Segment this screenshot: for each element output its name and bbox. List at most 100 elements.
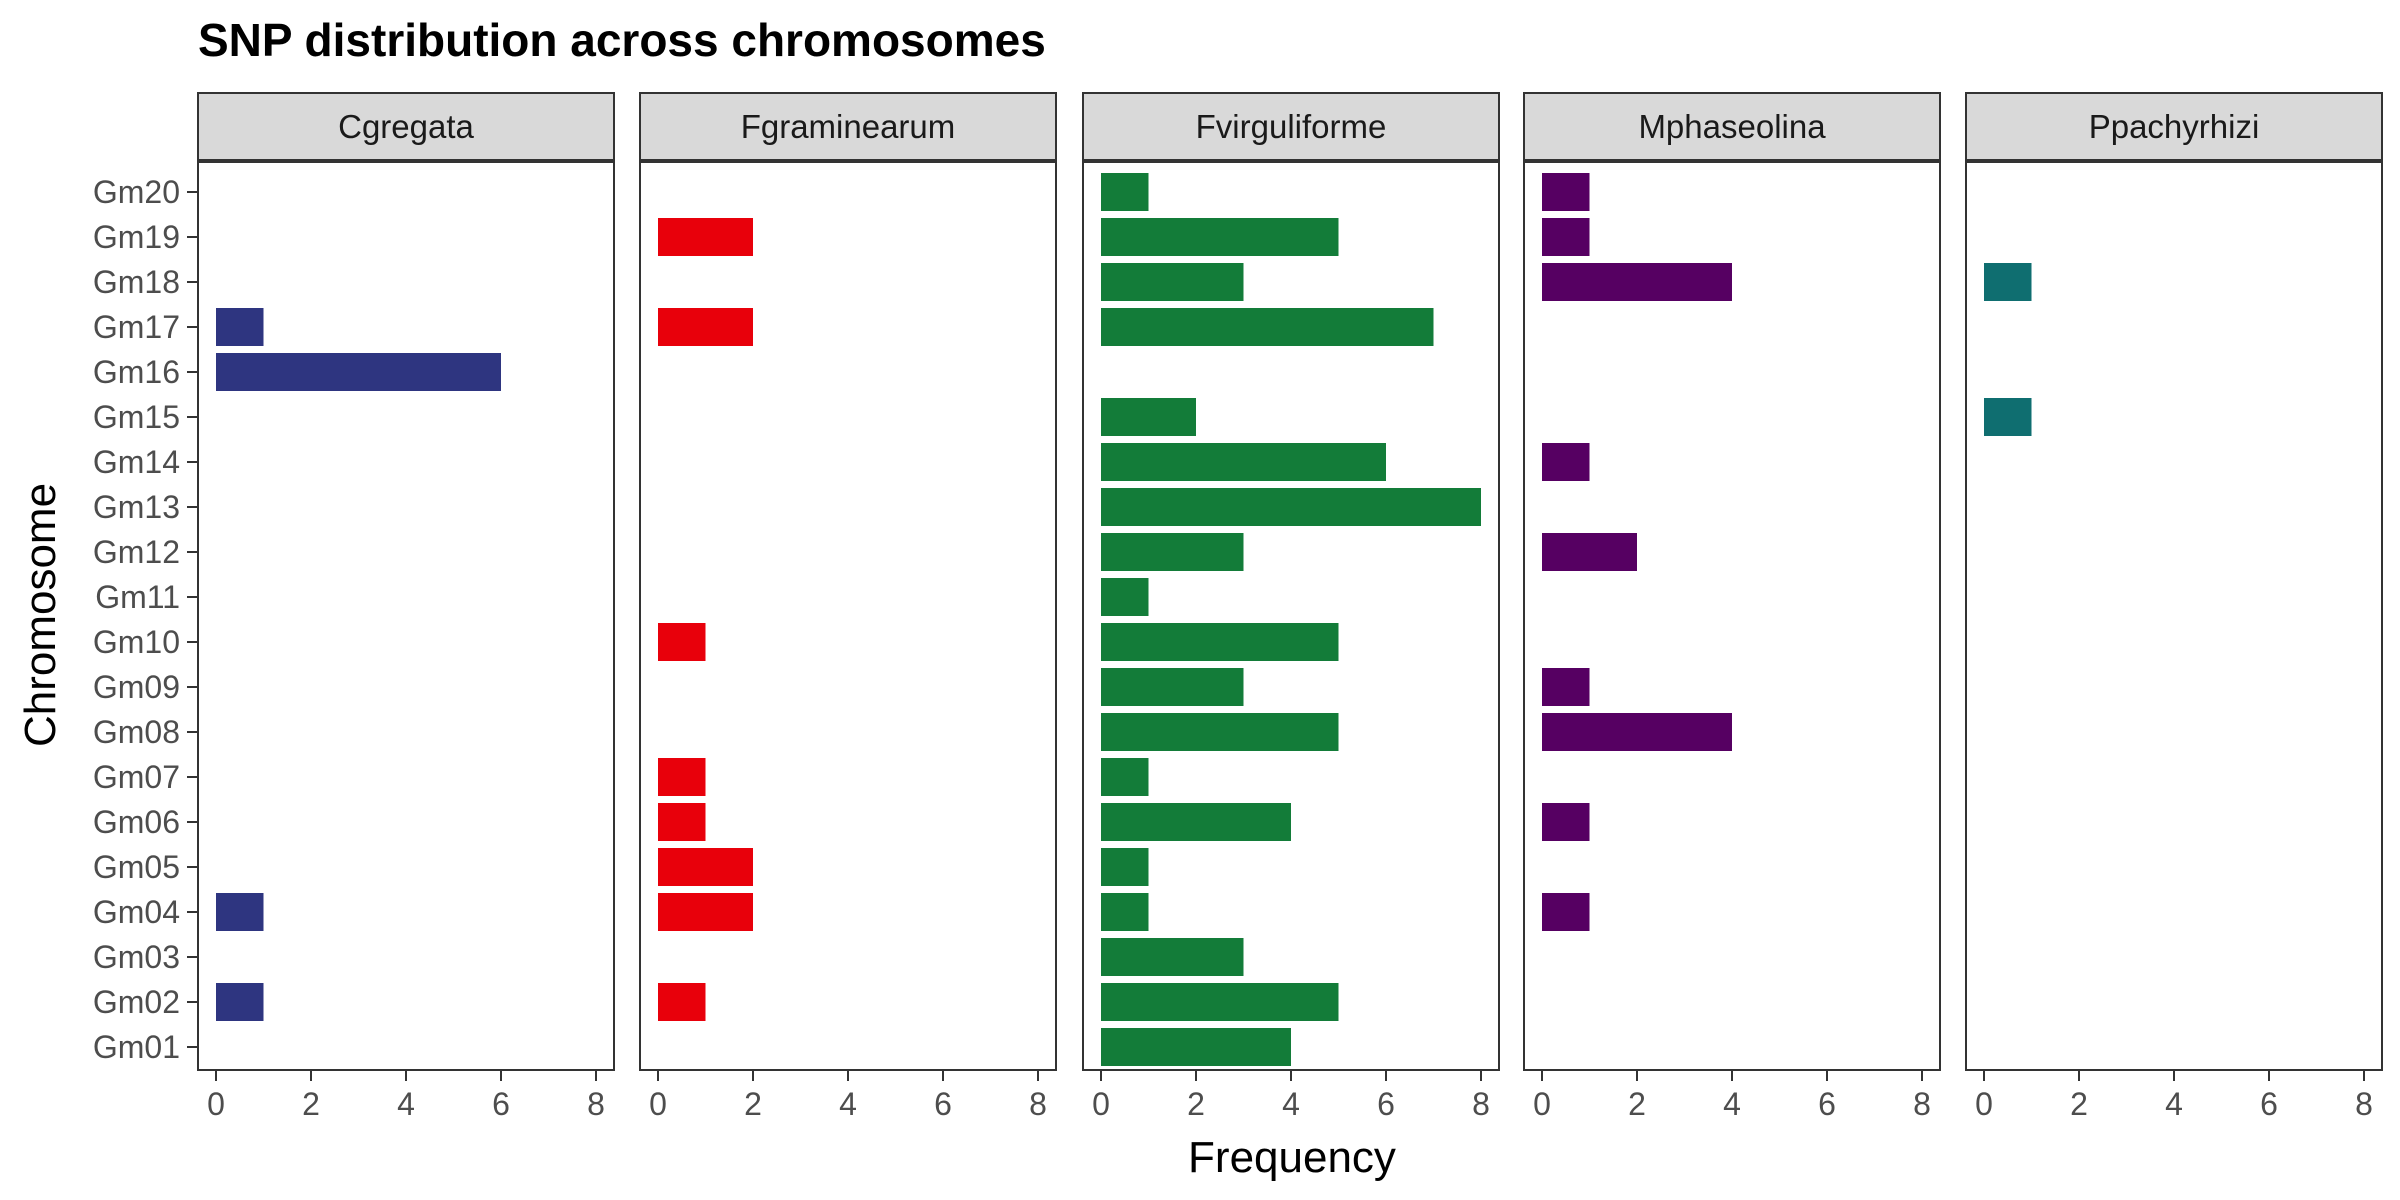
bar	[1101, 983, 1339, 1021]
bar	[658, 623, 706, 661]
facet-strip-label: Ppachyrhizi	[2089, 108, 2260, 145]
y-tick-label: Gm08	[93, 714, 180, 750]
x-tick-label: 8	[1913, 1086, 1931, 1122]
x-tick-label: 0	[649, 1086, 667, 1122]
bar	[1542, 668, 1590, 706]
facet-panel: Fgraminearum 0 2 4 6 8	[639, 92, 1057, 1122]
x-tick-label: 2	[744, 1086, 762, 1122]
facet-strip	[197, 92, 615, 162]
y-tick-label: Gm18	[93, 264, 180, 300]
chart-title: SNP distribution across chromosomes	[198, 14, 1046, 66]
bar	[1542, 443, 1590, 481]
bar	[1542, 803, 1590, 841]
bar	[1101, 848, 1149, 886]
bar	[216, 983, 264, 1021]
x-tick-label: 4	[397, 1086, 415, 1122]
facet-strip	[1082, 92, 1500, 162]
bar	[1101, 578, 1149, 616]
bar	[1101, 1028, 1291, 1066]
y-tick-label: Gm20	[93, 174, 180, 210]
x-tick-label: 8	[1472, 1086, 1490, 1122]
x-tick-label: 8	[587, 1086, 605, 1122]
x-tick-label: 6	[492, 1086, 510, 1122]
bar	[658, 983, 706, 1021]
bar	[1542, 713, 1732, 751]
facet-plot-area	[198, 161, 614, 1070]
facet-strip	[639, 92, 1057, 162]
facet-plot-area	[640, 161, 1056, 1070]
x-tick-label: 2	[1628, 1086, 1646, 1122]
bar	[1101, 488, 1481, 526]
facet-strip-label: Cgregata	[338, 108, 474, 145]
x-tick-label: 8	[2355, 1086, 2373, 1122]
facet-strip-label: Mphaseolina	[1638, 108, 1826, 145]
bar	[1101, 893, 1149, 931]
x-tick-label: 0	[1092, 1086, 1110, 1122]
x-axis-title: Frequency	[1188, 1133, 1396, 1182]
bar	[216, 893, 264, 931]
y-tick-label: Gm14	[93, 444, 180, 480]
facet-panel: Fvirguliforme 0 2 4 6 8	[1082, 92, 1500, 1122]
bar	[1101, 623, 1339, 661]
x-tick-label: 0	[207, 1086, 225, 1122]
x-tick-label: 2	[2070, 1086, 2088, 1122]
bar	[216, 308, 264, 346]
y-tick-label: Gm07	[93, 759, 180, 795]
y-tick-label: Gm19	[93, 219, 180, 255]
bar	[1101, 308, 1434, 346]
x-tick-label: 4	[1282, 1086, 1300, 1122]
y-axis-title: Chromosome	[16, 483, 65, 747]
bar	[1542, 263, 1732, 301]
x-tick-label: 4	[1723, 1086, 1741, 1122]
facet-panel: Ppachyrhizi 0 2 4 6 8	[1965, 92, 2383, 1122]
bar	[1101, 713, 1339, 751]
x-tick-label: 4	[839, 1086, 857, 1122]
x-tick-label: 4	[2165, 1086, 2183, 1122]
x-tick-label: 8	[1029, 1086, 1047, 1122]
x-tick-label: 2	[302, 1086, 320, 1122]
bar	[1101, 938, 1244, 976]
bar	[1542, 173, 1590, 211]
bar	[1101, 803, 1291, 841]
bar	[1101, 218, 1339, 256]
bar	[1984, 398, 2032, 436]
y-tick-label: Gm03	[93, 939, 180, 975]
y-tick-label: Gm16	[93, 354, 180, 390]
facet-panel: Mphaseolina 0 2 4 6 8	[1523, 92, 1941, 1122]
facet-strip-label: Fgraminearum	[741, 108, 956, 145]
bar	[658, 308, 753, 346]
bar	[1101, 443, 1386, 481]
y-tick-label: Gm06	[93, 804, 180, 840]
bar	[1542, 893, 1590, 931]
y-tick-label: Gm15	[93, 399, 180, 435]
y-tick-label: Gm10	[93, 624, 180, 660]
bar	[1101, 758, 1149, 796]
x-tick-label: 6	[1818, 1086, 1836, 1122]
bar	[658, 803, 706, 841]
facet-plot-area	[1524, 161, 1940, 1070]
x-tick-label: 0	[1533, 1086, 1551, 1122]
bar	[1542, 533, 1637, 571]
y-tick-label: Gm17	[93, 309, 180, 345]
x-tick-label: 6	[934, 1086, 952, 1122]
bar	[1101, 173, 1149, 211]
bar	[1101, 668, 1244, 706]
y-tick-label: Gm05	[93, 849, 180, 885]
facet-panel: Cgregata 0 2 4 6 8	[197, 92, 615, 1122]
x-tick-label: 6	[2260, 1086, 2278, 1122]
y-tick-label: Gm11	[95, 579, 180, 615]
x-tick-label: 6	[1377, 1086, 1395, 1122]
bar	[1101, 533, 1244, 571]
x-tick-label: 2	[1187, 1086, 1205, 1122]
facet-plot-area	[1966, 161, 2382, 1070]
bar	[1101, 263, 1244, 301]
bar	[1984, 263, 2032, 301]
y-tick-label: Gm01	[93, 1029, 180, 1065]
x-tick-label: 0	[1975, 1086, 1993, 1122]
bar	[1542, 218, 1590, 256]
facet-strip-label: Fvirguliforme	[1196, 108, 1387, 145]
facet-strip	[1523, 92, 1941, 162]
y-tick-label: Gm09	[93, 669, 180, 705]
